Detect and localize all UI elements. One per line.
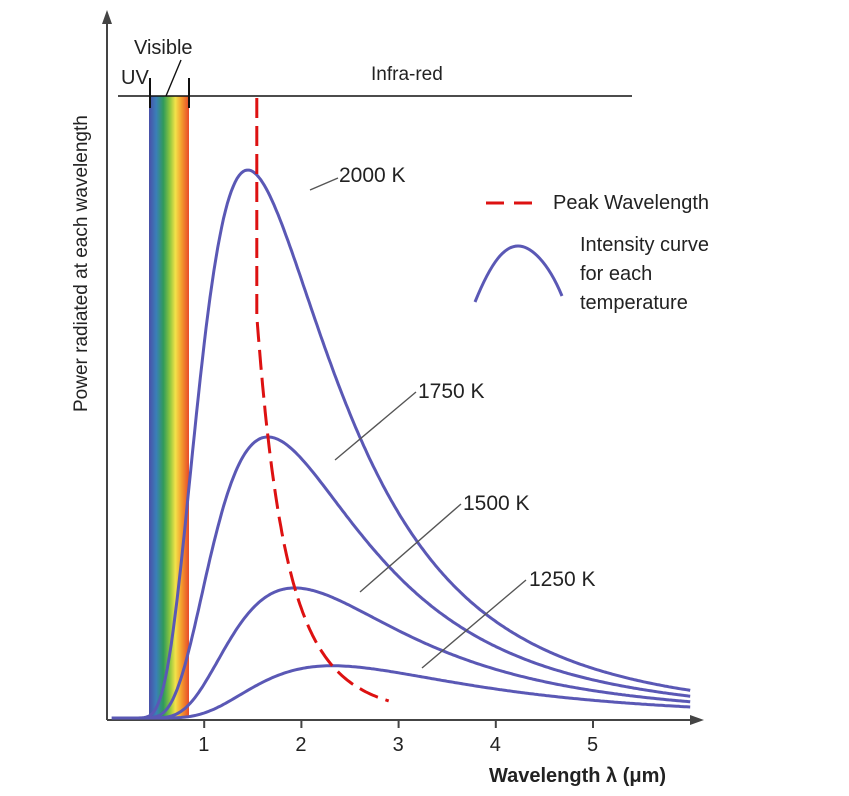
visible-pointer xyxy=(165,59,182,97)
legend-intensity-swatch xyxy=(473,244,564,303)
leader-1500k xyxy=(359,503,462,593)
curve-2000k xyxy=(111,168,691,720)
y-axis-label: Power radiated at each wavelength xyxy=(71,115,92,412)
x-axis-arrow xyxy=(690,715,704,725)
x-tick-label-1: 1 xyxy=(198,734,209,756)
legend-intensity-line-2: for each xyxy=(580,263,652,285)
curve-labels: 2000 K 1750 K 1500 K 1250 K xyxy=(309,164,596,669)
leader-1250k xyxy=(421,579,527,669)
curve-label-2000k: 2000 K xyxy=(339,164,406,187)
x-tick-label-5: 5 xyxy=(587,734,598,756)
leader-1750k xyxy=(334,391,417,461)
leader-2000k xyxy=(309,177,339,191)
x-ticks: 1 2 3 4 5 xyxy=(198,720,598,756)
intensity-curves xyxy=(111,168,691,720)
legend-peak-label: Peak Wavelength xyxy=(553,192,709,214)
x-tick-label-2: 2 xyxy=(295,734,306,756)
legend-intensity-line-1: Intensity curve xyxy=(580,234,709,256)
y-axis-arrow xyxy=(102,10,112,24)
curve-label-1500k: 1500 K xyxy=(463,492,530,515)
x-tick-label-3: 3 xyxy=(393,734,404,756)
curve-1250k xyxy=(111,664,691,720)
x-axis-label: Wavelength λ (μm) xyxy=(489,765,666,787)
x-tick-label-4: 4 xyxy=(490,734,501,756)
legend: Peak Wavelength Intensity curve for each… xyxy=(473,192,709,314)
curve-label-1750k: 1750 K xyxy=(418,380,485,403)
curve-1500k xyxy=(111,586,691,720)
band-label-uv: UV xyxy=(121,67,149,89)
visible-spectrum-band xyxy=(149,96,189,718)
band-label-visible: Visible xyxy=(134,37,193,59)
curve-label-1250k: 1250 K xyxy=(529,568,596,591)
curve-1750k xyxy=(111,435,691,720)
band-label-infrared: Infra-red xyxy=(371,64,443,85)
peak-wavelength-curve xyxy=(255,98,390,703)
legend-intensity-line-3: temperature xyxy=(580,292,688,314)
